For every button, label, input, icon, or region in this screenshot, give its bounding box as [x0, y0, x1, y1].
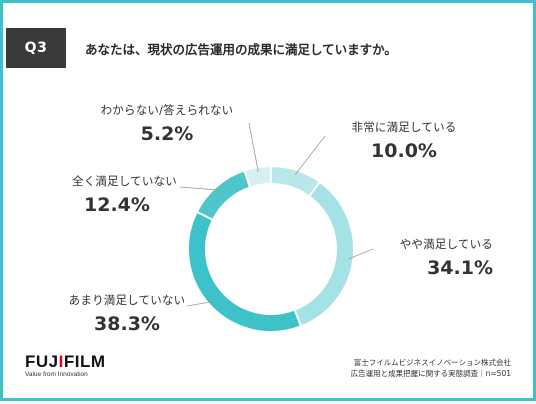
label-not-very-pct: 38.3% — [94, 313, 160, 335]
logo-tagline: Value from Innovation — [25, 371, 88, 378]
label-somewhat-satisfied: やや満足している 34.1% — [363, 236, 493, 279]
label-dont-know: わからない/答えられない 5.2% — [87, 102, 247, 145]
label-not-at-all: 全く満足していない 12.4% — [47, 173, 177, 216]
leader-line-not-at-all-satisfied — [179, 186, 220, 191]
slice-not-at-all-satisfied — [195, 169, 252, 222]
question-text: あなたは、現状の広告運用の成果に満足していますか。 — [85, 42, 397, 57]
source-line-2: 広告運用と成果把握に関する実態調査｜n=501 — [350, 369, 511, 378]
label-somewhat-satisfied-name: やや満足している — [399, 237, 493, 251]
label-not-at-all-name: 全く満足していない — [72, 174, 177, 188]
label-dont-know-name: わからない/答えられない — [100, 103, 234, 117]
slice-somewhat-satisfied — [293, 180, 355, 328]
label-dont-know-pct: 5.2% — [140, 123, 194, 145]
label-very-satisfied: 非常に満足している 10.0% — [339, 119, 469, 162]
fujifilm-logo: FUJIFILM Value from Innovation — [25, 353, 106, 378]
leader-line-dont-know — [248, 122, 259, 173]
label-not-at-all-pct: 12.4% — [84, 194, 150, 216]
label-very-satisfied-pct: 10.0% — [371, 140, 437, 162]
slice-dont-know — [243, 164, 272, 189]
label-not-very-name: あまり満足していない — [68, 293, 186, 307]
label-somewhat-satisfied-pct: 34.1% — [427, 257, 493, 279]
label-not-very: あまり満足していない 38.3% — [47, 292, 207, 335]
source-note: 富士フイルムビジネスイノベーション株式会社 広告運用と成果把握に関する実態調査｜… — [351, 357, 511, 379]
source-line-1: 富士フイルムビジネスイノベーション株式会社 — [353, 358, 511, 367]
logo-wordmark: FUJIFILM — [25, 352, 106, 371]
donut-chart — [179, 122, 374, 333]
leader-line-very-satisfied — [294, 135, 326, 176]
leader-line-somewhat-satisfied — [348, 248, 374, 260]
leader-line-not-very-satisfied — [186, 301, 214, 307]
question-badge: Q3 — [6, 28, 66, 68]
label-very-satisfied-name: 非常に満足している — [351, 120, 457, 134]
